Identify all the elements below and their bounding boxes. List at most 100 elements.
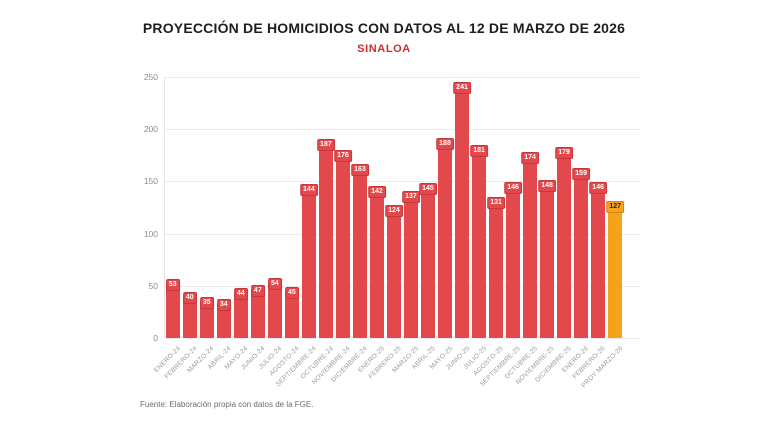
bar: 142 [368,185,386,338]
y-axis-tick-label: 50 [148,280,158,291]
bar: 40 [182,292,197,338]
source-note: Fuente: Elaboración propia con datos de … [140,400,314,409]
bar-value-label: 146 [589,181,607,194]
bar-value-label: 179 [555,147,573,160]
bar-value-label: 34 [216,298,231,311]
bar-group: 53 ENERO-24 [153,77,182,374]
bar-group: 137 MARZO-25 [391,77,420,374]
gridline [165,181,640,183]
bar-value-label: 146 [504,181,522,194]
bar: 54 [267,277,282,338]
bar-value-label: 159 [572,168,590,181]
bar: 34 [216,298,231,338]
gridline [165,77,640,78]
bar-value-label: 53 [165,278,180,291]
bar-value-label: 163 [351,163,369,176]
bar-group: 179 DICIEMBRE-25 [534,77,573,384]
bar-value-label: 145 [419,182,437,195]
bar: 179 [555,147,573,338]
bar: 144 [300,183,318,338]
y-axis: 0 50 100 150 200 250 [122,72,158,343]
bar-value-label: 131 [487,197,505,210]
bar: 53 [165,278,180,338]
bar-value-label: 188 [436,137,454,150]
bar-value-label: 187 [317,138,335,151]
gridline [165,338,640,339]
bar: 163 [351,163,369,338]
bar-group: 47 JUNIO-24 [240,77,267,372]
bar: 146 [589,181,607,338]
y-axis-tick-label: 250 [143,72,158,82]
gridline [165,129,640,131]
bar-value-label: 124 [385,204,403,217]
bar-value-label: 137 [402,190,420,203]
bar: 148 [538,179,556,338]
bar-value-label: 142 [368,185,386,198]
chart-subtitle: SINALOA [357,43,411,55]
bar-group: 142 ENERO-25 [357,77,386,374]
chart-title: PROYECCIÓN DE HOMICIDIOS CON DATOS AL 12… [142,20,626,36]
y-axis-tick-label: 0 [153,333,158,343]
bar: 159 [572,168,590,338]
bar: 44 [233,288,248,338]
bar-value-label: 241 [453,82,471,95]
bar-group: 40 FEBRERO-24 [163,77,199,380]
bar-group: 127 PROY MARZO-26 [580,77,624,389]
bar: 124 [385,204,403,338]
bar-group: 176 NOVIEMBRE-24 [311,77,352,386]
bar: 174 [521,152,539,338]
bar-value-label: 181 [470,145,488,158]
gridline [165,285,640,287]
bar-group: 45 AGOSTO-24 [268,77,301,377]
bar-group: 44 MAYO-24 [224,77,250,371]
y-axis-tick-label: 200 [143,124,158,135]
bar-value-label: 176 [334,150,352,163]
bar: 181 [470,145,488,338]
bar-group: 146 FEBRERO-26 [572,77,607,380]
plot-area: 53 ENERO-24 40 FEBRERO-24 35 MARZO-24 34 ABRIL-… [153,77,624,389]
bar-group: 163 DICIEMBRE-24 [330,77,369,384]
bar-group: 159 ENERO-26 [561,77,590,374]
bar: 35 [199,297,214,338]
grid-layer [164,77,640,339]
bar-value-label: 45 [284,287,299,300]
bar-group: 241 JUNIO-25 [444,77,471,372]
bar-group: 181 JULIO-25 [462,77,488,371]
bar-group: 35 MARZO-24 [186,77,216,374]
bar: 145 [419,182,437,338]
bar-group: 145 ABRIL-25 [411,77,437,371]
bar-group: 187 OCTUBRE-24 [299,77,335,380]
bar: 188 [436,137,454,338]
bar: 131 [487,197,505,338]
y-axis-tick-label: 150 [143,176,158,187]
bar-group: 34 ABRIL-24 [207,77,233,371]
bar: 137 [402,190,420,338]
bar: 45 [284,287,299,338]
bar-value-label: 148 [538,179,556,192]
bar-group: 148 NOVIEMBRE-25 [515,77,556,386]
bar-value-label: 44 [233,288,248,301]
bar: 146 [504,181,522,338]
bar-group: 144 SEPTIEMBRE-24 [275,77,318,388]
bar-group: 124 FEBRERO-25 [368,77,403,380]
bar-value-label: 40 [182,292,197,305]
bar: 176 [334,150,352,338]
bar-group: 54 JULIO-24 [258,77,284,371]
bar-value-label: 174 [521,152,539,165]
bar-group: 131 AGOSTO-25 [473,77,505,377]
bar: 241 [453,82,471,338]
bar-group: 146 SEPTIEMBRE-25 [479,77,522,388]
bar-group: 174 OCTUBRE-25 [504,77,539,380]
gridline [165,233,640,235]
bar-group: 188 MAYO-25 [428,77,454,371]
bar-value-label: 144 [300,183,318,196]
bar-value-label: 54 [267,277,282,290]
bar: 47 [250,284,265,338]
bar-value-label: 35 [199,297,214,310]
bar: 187 [317,138,335,338]
bar-value-label: 47 [250,284,265,297]
bar-value-label: 127 [606,201,624,214]
bar-projection: 127 [606,201,624,338]
y-axis-tick-label: 100 [143,228,158,239]
